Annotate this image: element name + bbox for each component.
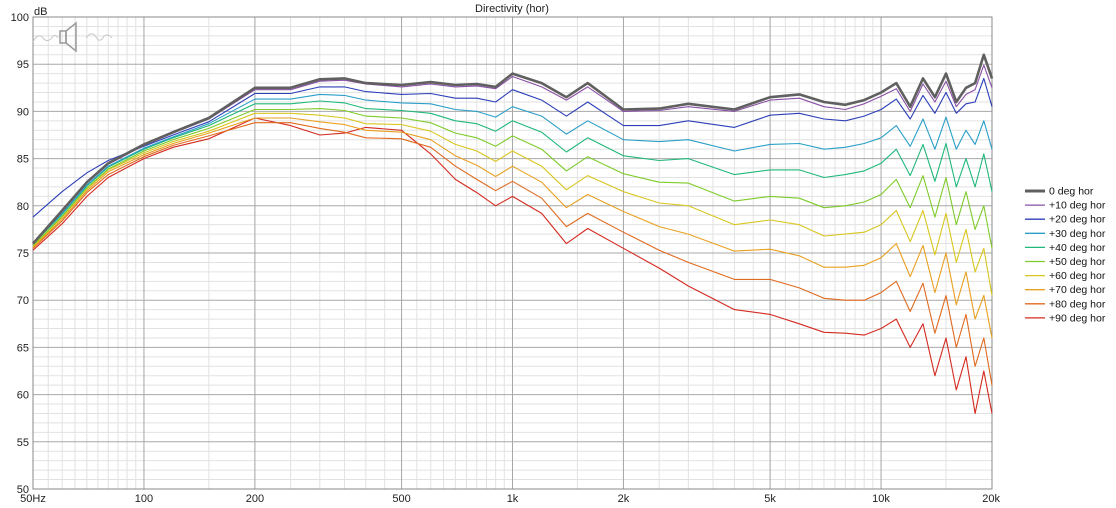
x-tick-label: 10k	[872, 493, 890, 505]
x-tick-label: 100	[135, 493, 153, 505]
legend-item-1: +10 deg hor	[1025, 200, 1106, 212]
major-gridlines	[32, 16, 993, 490]
legend-item-6: +60 deg hor	[1025, 270, 1106, 282]
series-line-2	[32, 77, 993, 218]
legend-label: +40 deg hor	[1049, 242, 1106, 254]
legend-label: +70 deg hor	[1049, 284, 1106, 296]
legend-label: +90 deg hor	[1049, 312, 1106, 324]
x-tick-label: 200	[246, 493, 264, 505]
series-line-6	[32, 112, 993, 296]
x-tick-label: 20k	[982, 493, 1000, 505]
legend-item-7: +70 deg hor	[1025, 284, 1106, 296]
y-tick-labels: 50 55 60 65 70 75 80 85 90 95 100	[11, 12, 29, 496]
series-line-7	[32, 117, 993, 339]
legend-item-8: +80 deg hor	[1025, 298, 1106, 310]
series-layer	[32, 53, 994, 415]
y-tick-label: 55	[17, 437, 29, 449]
legend-label: +30 deg hor	[1049, 228, 1106, 240]
series-line-3	[32, 93, 993, 244]
legend-label: +10 deg hor	[1049, 200, 1106, 212]
y-tick-label: 90	[17, 106, 29, 118]
plot-frame	[32, 16, 993, 490]
y-tick-label: 60	[17, 390, 29, 402]
legend-label: +50 deg hor	[1049, 256, 1106, 268]
series-line-4	[32, 100, 993, 244]
x-tick-label: 2k	[618, 493, 630, 505]
x-tick-label: 500	[392, 493, 410, 505]
x-tick-label: 50Hz	[20, 493, 46, 505]
y-tick-label: 85	[17, 154, 29, 166]
y-tick-label: 100	[11, 12, 29, 24]
x-tick-label: 5k	[764, 493, 776, 505]
series-line-8	[32, 122, 993, 386]
x-tick-labels: 50Hz 100 200 500 1k 2k 5k 10k 20k	[20, 493, 1000, 505]
legend-label: 0 deg hor	[1049, 186, 1094, 198]
y-tick-label: 80	[17, 201, 29, 213]
legend-item-9: +90 deg hor	[1025, 312, 1106, 324]
series-line-1	[32, 64, 993, 244]
x-tick-label: 1k	[507, 493, 519, 505]
legend-label: +80 deg hor	[1049, 298, 1106, 310]
y-tick-label: 75	[17, 248, 29, 260]
y-tick-label: 65	[17, 342, 29, 354]
speaker-icon	[32, 21, 113, 53]
series-line-5	[32, 108, 993, 249]
legend: 0 deg hor +10 deg hor +20 deg hor +30 deg h…	[1025, 186, 1106, 324]
chart-title: Directivity (hor)	[475, 3, 549, 15]
y-tick-label: 50	[17, 484, 29, 496]
y-tick-label: 95	[17, 59, 29, 71]
legend-item-3: +30 deg hor	[1025, 228, 1106, 240]
legend-label: +20 deg hor	[1049, 214, 1106, 226]
y-tick-label: 70	[17, 295, 29, 307]
series-line-0	[32, 53, 994, 245]
legend-item-0: 0 deg hor	[1025, 186, 1094, 198]
legend-item-4: +40 deg hor	[1025, 242, 1106, 254]
series-line-9	[32, 117, 993, 415]
legend-label: +60 deg hor	[1049, 270, 1106, 282]
legend-item-2: +20 deg hor	[1025, 214, 1106, 226]
legend-item-5: +50 deg hor	[1025, 256, 1106, 268]
y-axis-label: dB	[34, 6, 47, 18]
